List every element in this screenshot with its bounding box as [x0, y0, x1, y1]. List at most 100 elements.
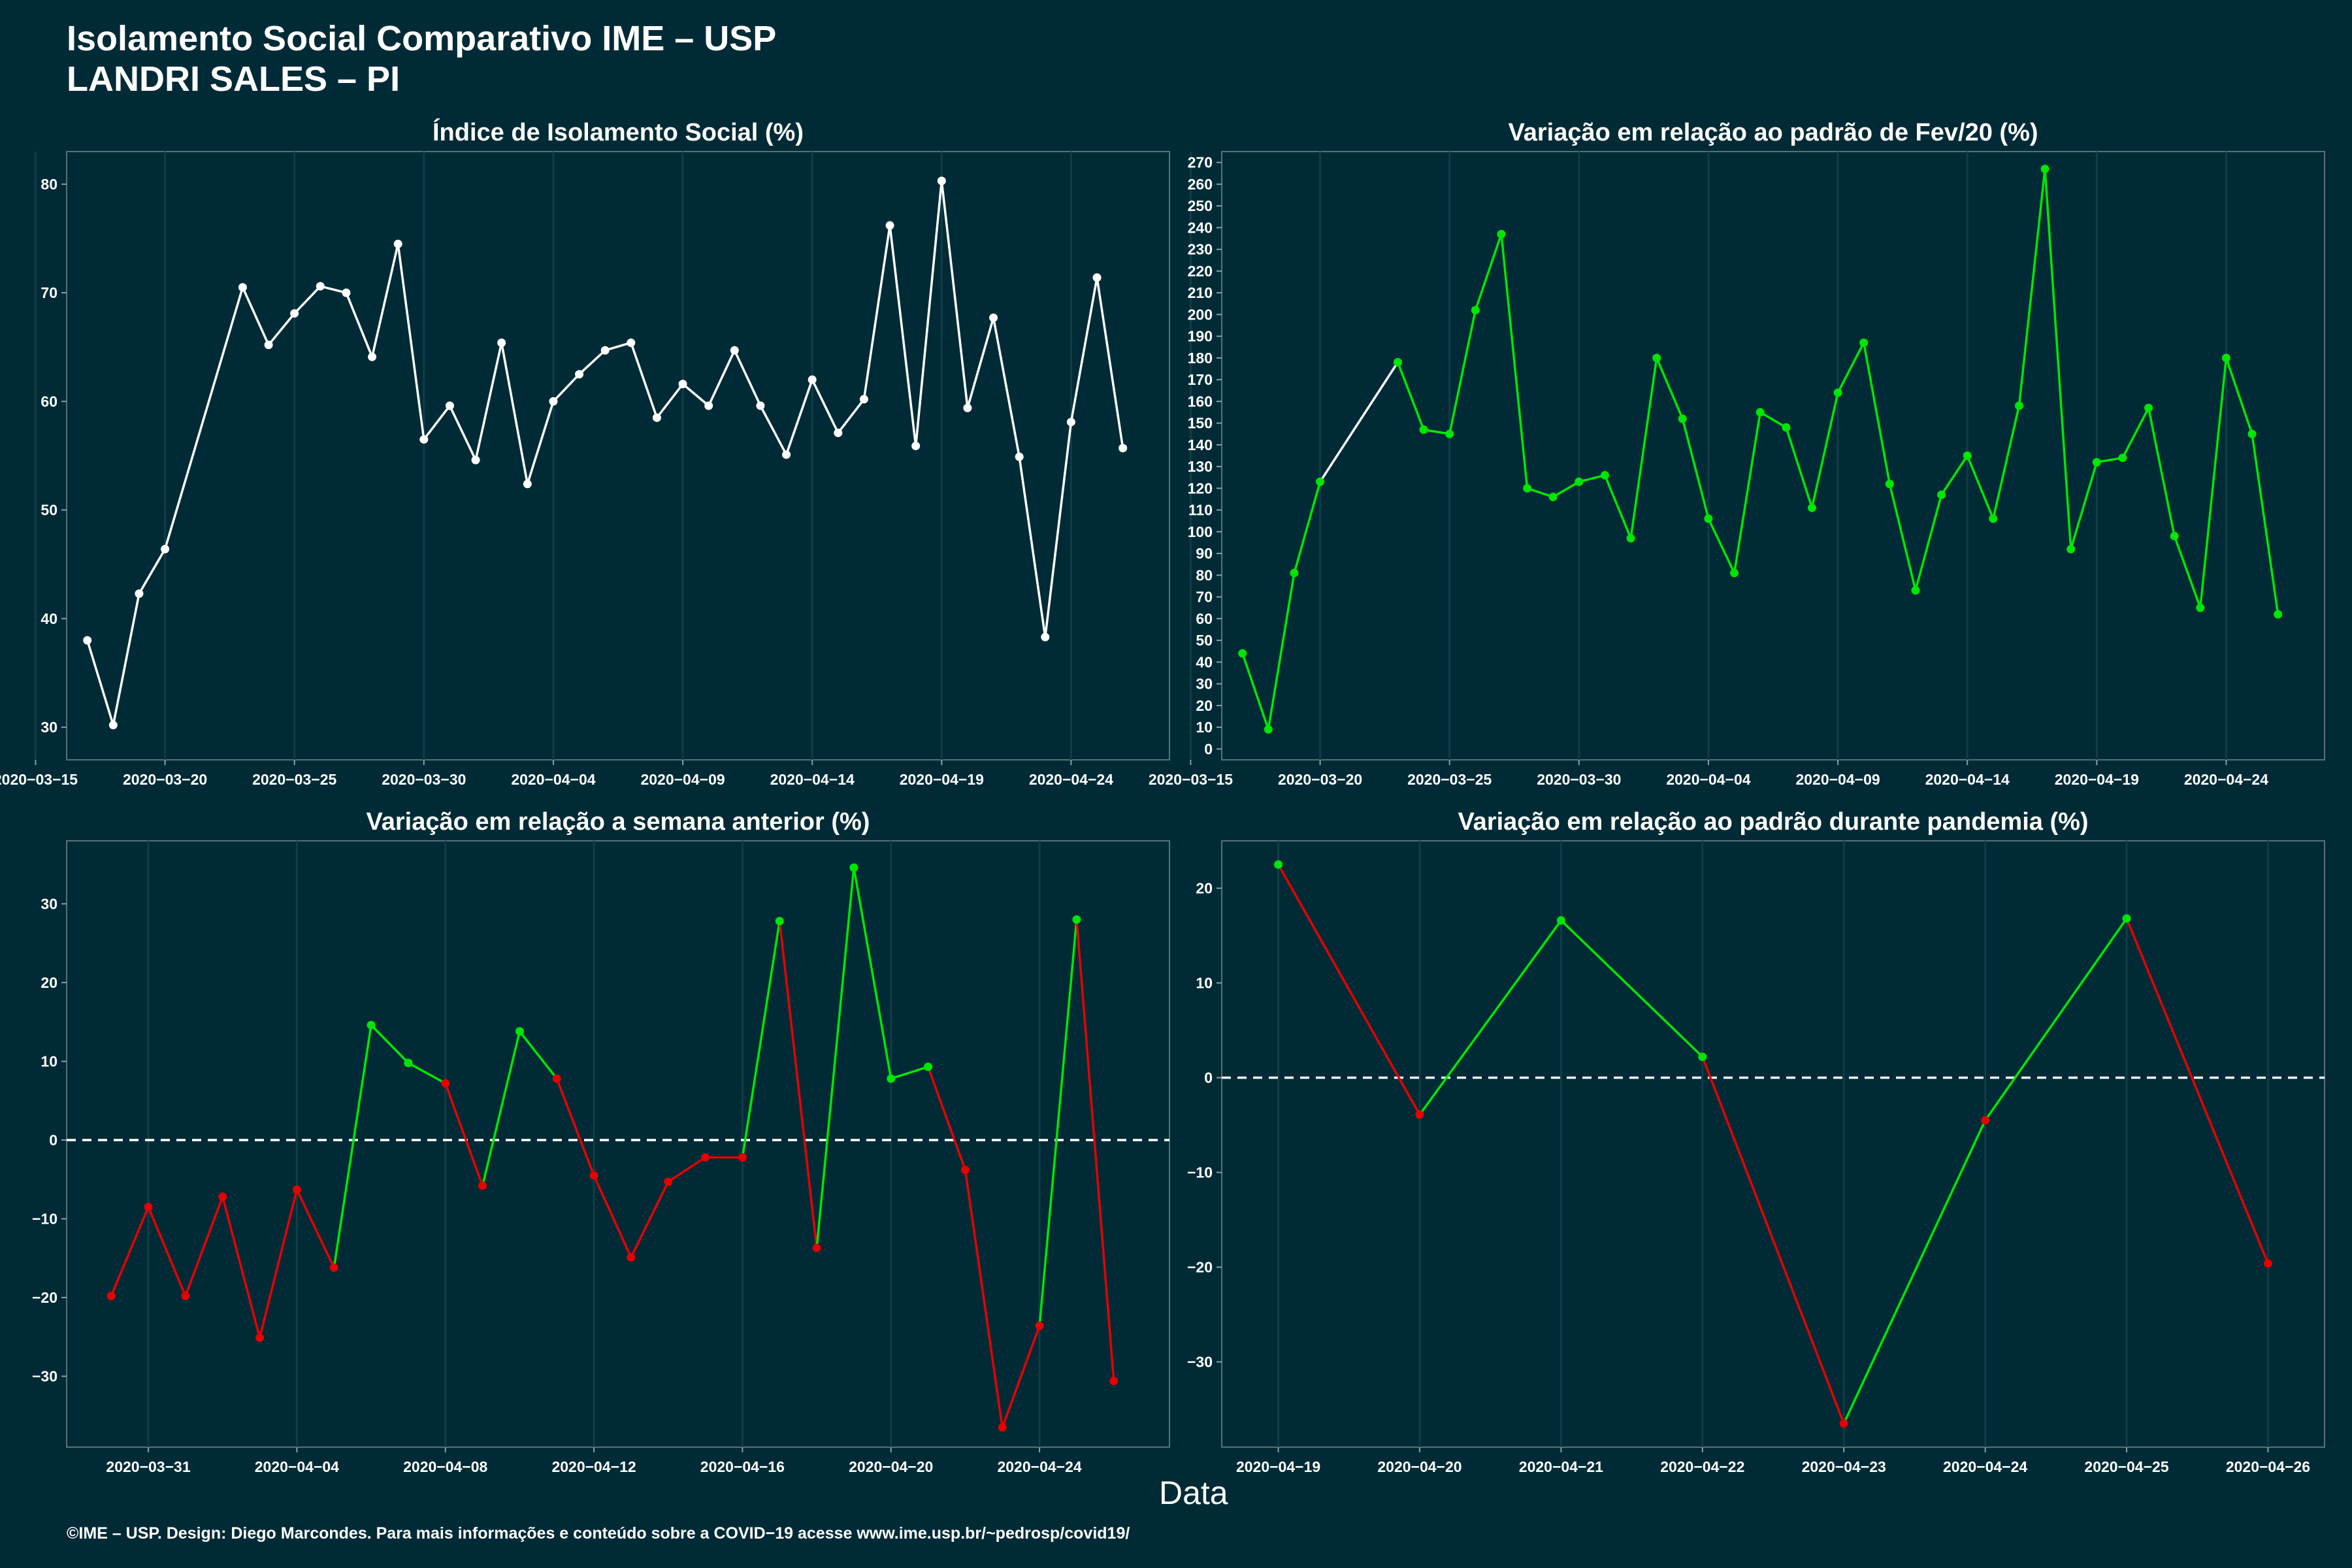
y-tick-label: 40 [1196, 653, 1213, 670]
data-point [1652, 353, 1661, 363]
series-segment [1733, 411, 1761, 574]
x-tick-label: 2020−03−31 [106, 1458, 190, 1475]
panel-title: Variação em relação a semana anterior (%… [367, 808, 870, 836]
y-tick-label: 60 [1196, 610, 1213, 627]
x-tick-label: 2020−04−23 [1802, 1458, 1886, 1475]
series-segment [940, 180, 969, 410]
x-tick-label: 2020−04−09 [640, 771, 725, 788]
panel-title: Variação em relação ao padrão durante pa… [1458, 808, 2088, 836]
series-segment [555, 1077, 595, 1177]
data-point [342, 288, 351, 297]
data-point [701, 1152, 710, 1162]
series-segment [1474, 233, 1503, 312]
data-point [1678, 414, 1687, 423]
data-point [404, 1058, 413, 1068]
data-point [2092, 457, 2101, 466]
panel-frame [66, 151, 1170, 760]
x-tick-label: 2020−03−20 [123, 771, 207, 788]
y-tick-label: 260 [1188, 176, 1213, 193]
series-segment [889, 1066, 930, 1080]
y-tick-label: 220 [1188, 263, 1213, 280]
y-tick-label: −30 [1187, 1354, 1213, 1371]
data-point [1274, 860, 1283, 869]
y-tick-label: 50 [41, 502, 57, 519]
series-segment [1500, 233, 1529, 490]
data-point [1523, 483, 1532, 493]
data-point [1548, 493, 1558, 502]
series-segment [448, 404, 477, 461]
chart-panel-4: 2020−04−19 2020−04−20 2020−04−21 2020−04−22… [1187, 808, 2325, 1475]
data-point [1316, 477, 1325, 486]
series-segment [862, 224, 891, 400]
data-point [1238, 649, 1247, 658]
series-segment [1992, 404, 2021, 520]
data-point [963, 403, 972, 412]
panel-title: Variação em relação ao padrão de Fev/20 … [1508, 119, 2038, 146]
data-point [812, 1243, 821, 1252]
data-point [181, 1292, 190, 1301]
panel-frame [1221, 840, 2325, 1448]
series-segment [853, 866, 892, 1080]
series-segment [241, 286, 270, 346]
data-point [652, 413, 661, 422]
data-point [1839, 1419, 1848, 1428]
data-point [989, 313, 998, 322]
series-segment [1707, 517, 1736, 574]
x-tick-label: 2020−04−04 [255, 1458, 339, 1475]
x-tick-label: 2020−04−24 [997, 1458, 1081, 1475]
series-segment [1629, 357, 1658, 540]
data-point [589, 1171, 598, 1180]
y-tick-label: 20 [1196, 697, 1213, 714]
data-point [1981, 1116, 1990, 1125]
data-point [445, 401, 454, 410]
series-segment [1842, 1119, 1987, 1425]
x-tick-label: 2020−04−08 [403, 1458, 487, 1475]
data-point [1445, 429, 1454, 438]
y-tick-label: 100 [1188, 523, 1213, 540]
data-point [924, 1062, 933, 1071]
series-segment [1966, 454, 1995, 520]
x-tick-label: 2020−04−19 [1236, 1458, 1320, 1475]
series-segment [552, 373, 581, 403]
y-tick-label: 230 [1188, 241, 1213, 258]
series-segment [759, 404, 788, 456]
series-segment [407, 1062, 447, 1085]
data-point [1072, 915, 1081, 924]
y-tick-label: 10 [41, 1053, 57, 1070]
series-segment [681, 383, 710, 407]
data-point [255, 1333, 265, 1342]
data-point [441, 1079, 450, 1088]
series-segment [992, 316, 1021, 458]
y-tick-label: 150 [1188, 415, 1213, 432]
data-point [1497, 229, 1506, 238]
series-segment [526, 400, 555, 485]
series-segment [1984, 917, 2128, 1122]
series-segment [319, 285, 348, 294]
series-segment [1267, 572, 1296, 731]
series-segment [500, 341, 529, 485]
data-point [2170, 532, 2179, 541]
x-tick-label: 2020−04−22 [1660, 1458, 1744, 1475]
series-segment [1681, 417, 1710, 520]
data-point [1556, 916, 1565, 925]
y-tick-label: 20 [1196, 880, 1213, 897]
page-title-line1: Isolamento Social Comparativo IME – USP [67, 19, 777, 58]
y-tick-label: 80 [1196, 566, 1213, 583]
series-segment [1552, 480, 1580, 498]
panel-title: Índice de Isolamento Social (%) [433, 118, 804, 146]
panel-frame [66, 840, 1170, 1448]
series-segment [1318, 361, 1399, 483]
data-point [808, 375, 817, 384]
y-tick-label: 50 [1196, 632, 1213, 649]
x-tick-label: 2020−04−21 [1519, 1458, 1603, 1475]
data-point [775, 917, 784, 926]
data-point [998, 1423, 1007, 1432]
data-point [108, 721, 118, 730]
data-point [1035, 1321, 1044, 1330]
series-segment [1785, 426, 1814, 510]
series-segment [741, 920, 781, 1159]
series-segment [1701, 1055, 1845, 1425]
series-segment [815, 866, 855, 1249]
series-segment [655, 383, 684, 419]
